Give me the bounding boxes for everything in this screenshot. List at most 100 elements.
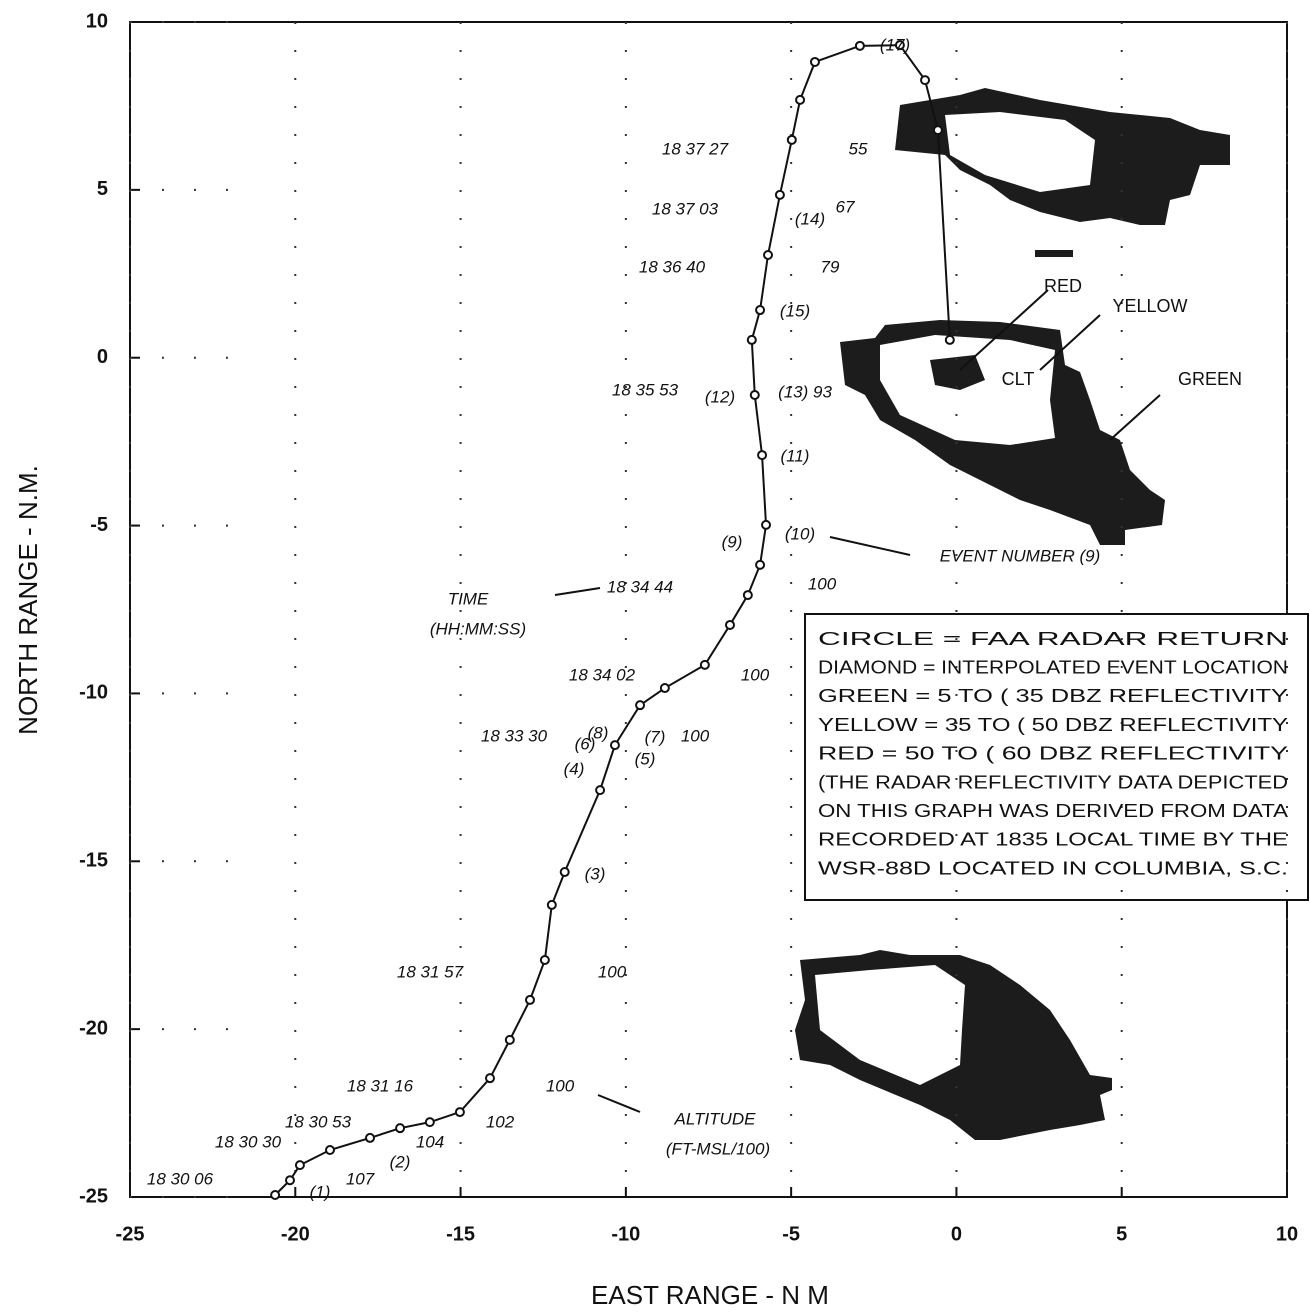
arrow [597,1094,641,1113]
y-tick-label: -25 [79,1185,108,1207]
annotation: 18 31 57 [397,962,464,981]
track-point [757,450,768,461]
annotation: 100 [808,574,837,593]
arrow [959,289,1049,371]
y-tick-label: -10 [79,682,108,704]
track-point [539,954,550,965]
track-point [944,334,955,345]
annotation: (11) [781,446,810,465]
track-point [424,1117,435,1128]
radar-cell-south [795,950,1112,1140]
annotation: 100 [741,665,770,684]
annotation: (FT-MSL/100) [666,1139,770,1158]
x-tick-label: -10 [611,1223,640,1245]
annotation: (8) [588,723,609,742]
legend-line: WSR-88D LOCATED IN COLUMBIA, S.C. [818,858,1288,878]
track-point [932,125,943,136]
annotation: 18 31 16 [347,1076,414,1095]
annotation: 102 [486,1112,515,1131]
legend-line: CIRCLE = FAA RADAR RETURN [818,629,1288,649]
annotation: 18 34 44 [607,577,673,596]
annotation: (15) [780,301,810,320]
track-point [755,559,766,570]
x-tick-label: 5 [1116,1223,1127,1245]
y-tick-label: 10 [86,10,108,32]
annotation: (12) [705,387,735,406]
track-point [742,590,753,601]
annotation: (HH:MM:SS) [430,619,526,638]
annotation: EVENT NUMBER (9) [940,546,1101,565]
track-point [809,56,820,67]
plot-frame [129,21,1288,1198]
track-point [324,1145,335,1155]
track-point [609,740,620,751]
x-tick-label: 0 [951,1223,962,1245]
arrow [1039,314,1101,371]
legend-line: ON THIS GRAPH WAS DERIVED FROM DATA [818,801,1288,821]
annotation: (17) [880,35,910,54]
legend-line: (THE RADAR REFLECTIVITY DATA DEPICTED [818,772,1288,792]
annotation: (9) [722,532,743,551]
track-point [504,1034,515,1045]
annotation: 18 30 53 [285,1112,352,1131]
region-label: YELLOW [1112,296,1187,316]
track-point [920,75,931,86]
y-tick-label: -5 [90,514,108,536]
legend-line: RED = 50 TO ( 60 DBZ REFLECTIVITY [818,744,1288,764]
track-point [763,249,774,260]
track-point [749,389,760,400]
track-point [795,94,806,105]
track-point [854,40,865,51]
annotation: 18 36 40 [639,257,706,276]
region-label: CLT [1002,369,1035,389]
annotation: (6) [575,734,596,753]
track-point [786,134,797,145]
annotation: 100 [681,726,710,745]
annotation: 100 [546,1076,575,1095]
annotation: ALTITUDE [674,1109,757,1128]
annotation: (2) [390,1152,411,1171]
track-point [364,1132,375,1143]
legend-line: GREEN = 5 TO ( 35 DBZ REFLECTIVITY [818,686,1288,706]
x-axis-title: EAST RANGE - N M [591,1280,829,1310]
track-point [524,994,535,1005]
arrow [829,536,911,556]
x-tick-label: -15 [446,1223,475,1245]
track-point [774,189,785,200]
annotation: (1) [310,1182,331,1201]
y-tick-label: 0 [97,346,108,368]
annotation: (5) [635,749,656,768]
y-axis-title: NORTH RANGE - N.M. [13,465,43,735]
annotation: 18 33 30 [481,726,548,745]
track-point [755,305,766,316]
radar-cell-center [840,320,1165,545]
radar-cell-north [895,88,1230,225]
arrow [1109,394,1161,441]
annotation: (7) [645,727,666,746]
annotation: 18 30 06 [147,1169,214,1188]
track-point [395,1123,406,1134]
annotation: (4) [564,759,585,778]
radar-regions [795,88,1230,1140]
y-tick-label: -15 [79,850,108,872]
track-point [635,700,646,711]
track-point [270,1189,281,1200]
track-point [761,519,772,530]
radar-red-core [930,355,985,390]
annotation: TIME [448,589,489,608]
arrow [554,587,601,596]
annotation: (10) [785,524,815,543]
legend-line: YELLOW = 35 TO ( 50 DBZ REFLECTIVITY [818,715,1288,735]
track-point [746,334,757,345]
annotation: (3) [585,864,606,883]
track-point [699,659,710,670]
legend-line: DIAMOND = INTERPOLATED EVENT LOCATION [818,657,1288,677]
track-point [724,619,735,630]
x-tick-label: -5 [782,1223,800,1245]
track-point [484,1073,495,1084]
track-point [546,899,557,910]
annotation: 18 35 53 [612,380,679,399]
track-point [294,1160,305,1171]
track-point [659,683,670,694]
annotation: (14) [795,209,825,228]
